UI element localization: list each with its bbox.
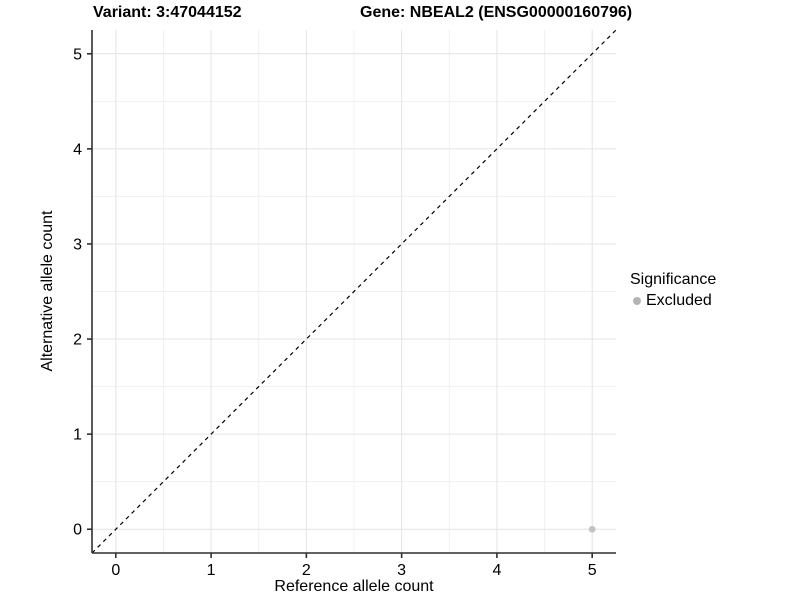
tick-labels: 0 1 2 3 4 5 0 1 2 3 4 5	[73, 46, 597, 579]
y-tick-label: 1	[73, 427, 82, 444]
axes	[91, 30, 616, 554]
y-tick-label: 5	[73, 46, 82, 63]
x-tick-label: 4	[492, 562, 501, 579]
x-tick-label: 5	[588, 562, 597, 579]
gene-title: Gene: NBEAL2 (ENSG00000160796)	[360, 4, 633, 21]
legend: Significance Excluded	[630, 271, 716, 310]
data-points	[588, 525, 596, 533]
variant-title: Variant: 3:47044152	[93, 4, 242, 21]
grid-minor	[92, 30, 616, 553]
data-point	[588, 525, 596, 533]
x-axis-title: Reference allele count	[274, 578, 434, 595]
y-tick-label: 0	[73, 522, 82, 539]
identity-line	[91, 29, 617, 554]
tick-marks	[87, 52, 593, 558]
grid-major	[92, 30, 616, 553]
x-tick-label: 1	[207, 562, 216, 579]
x-tick-label: 2	[302, 562, 311, 579]
x-tick-label: 3	[397, 562, 406, 579]
y-axis-title: Alternative allele count	[39, 210, 56, 372]
x-tick-label: 0	[111, 562, 120, 579]
y-tick-label: 3	[73, 236, 82, 253]
legend-label: Excluded	[646, 292, 712, 309]
y-tick-label: 4	[73, 141, 82, 158]
y-tick-label: 2	[73, 332, 82, 349]
legend-title: Significance	[630, 271, 717, 288]
excluded-point-icon	[633, 297, 641, 305]
legend-entry-excluded: Excluded	[630, 292, 716, 310]
